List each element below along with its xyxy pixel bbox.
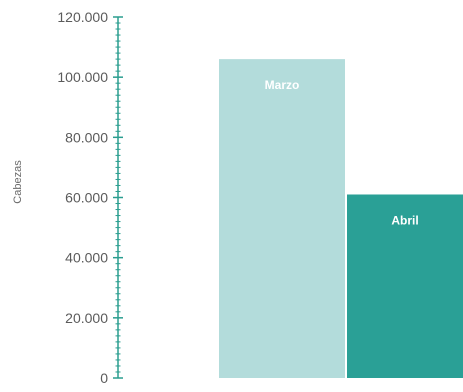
bar-marzo bbox=[219, 59, 345, 378]
y-tick-label: 20.000 bbox=[65, 310, 108, 326]
bars: Marzo Abril bbox=[219, 59, 463, 378]
y-tick-label: 0 bbox=[100, 370, 108, 386]
y-tick-label: 80.000 bbox=[65, 129, 108, 145]
y-tick-label: 100.000 bbox=[57, 69, 108, 85]
bar-label-marzo: Marzo bbox=[265, 78, 300, 92]
y-axis: 0 20.000 40.000 60.000 80.000 100.000 120.000 bbox=[57, 9, 123, 386]
y-tick-label: 40.000 bbox=[65, 250, 108, 266]
bar-abril bbox=[347, 194, 463, 378]
y-tick-label: 60.000 bbox=[65, 190, 108, 206]
y-axis-label: Cabezas bbox=[12, 160, 24, 204]
y-tick-label: 120.000 bbox=[57, 9, 108, 25]
bar-label-abril: Abril bbox=[391, 213, 418, 227]
